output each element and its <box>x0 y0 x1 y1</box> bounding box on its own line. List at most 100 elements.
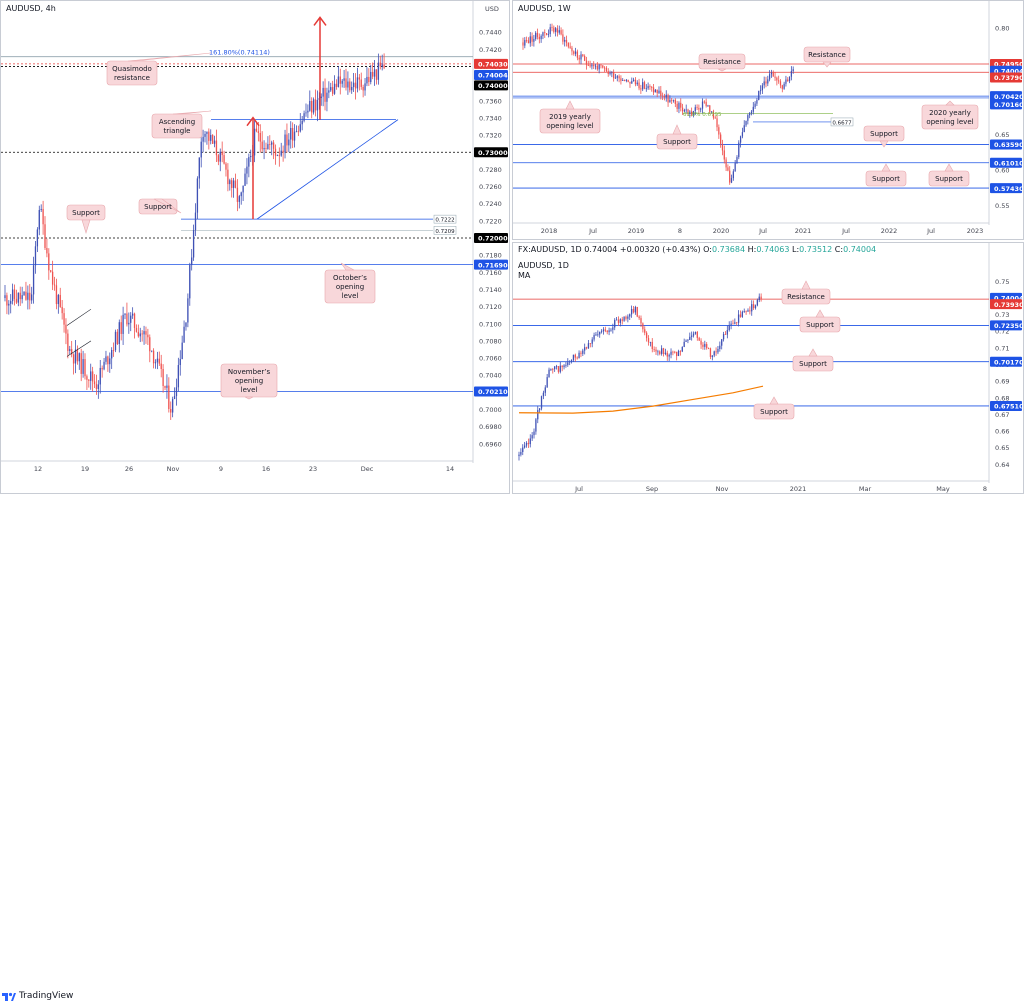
candle-body <box>562 34 564 42</box>
candle-body <box>659 351 661 354</box>
candle-body <box>152 350 155 364</box>
candle-body <box>312 99 315 113</box>
candle-body <box>518 454 520 457</box>
candle-body <box>760 296 762 300</box>
callout-text: Resistance <box>808 51 846 59</box>
candle-body <box>311 100 313 113</box>
candle-body <box>754 103 756 107</box>
candle-body <box>126 313 128 325</box>
candle-body <box>137 331 140 337</box>
x-tick-label: Nov <box>716 485 729 493</box>
candle-body <box>722 334 725 340</box>
price-tag <box>474 386 508 397</box>
candle-body <box>603 67 606 69</box>
fib-note: 61.8% 0.6795 <box>683 112 722 118</box>
x-tick-label: 2022 <box>881 227 898 235</box>
chart-1d[interactable]: FX:AUDUSD, 1D 0.74004 +0.00320 (+0.43%) … <box>512 242 1024 494</box>
candle-body <box>669 99 671 103</box>
chart-1d-ma-label: MA <box>518 271 531 280</box>
candle-body <box>21 295 23 300</box>
candle-body <box>608 330 610 333</box>
chart-4h[interactable]: AUDUSD, 4h 0.74400.74200.74000.73800.736… <box>0 0 510 494</box>
candle-body <box>785 79 787 84</box>
candle-body <box>286 134 288 146</box>
candle-body <box>78 353 80 362</box>
candle-body <box>565 39 568 43</box>
candle-body <box>202 136 204 142</box>
candle-body <box>257 131 260 134</box>
candle-body <box>652 87 655 93</box>
candle-body <box>72 354 75 364</box>
price-tag <box>990 157 1022 168</box>
candle-body <box>584 56 586 61</box>
chart-1d-canvas[interactable]: 0.750.740.730.720.710.700.690.680.670.66… <box>513 243 1023 493</box>
candle-body <box>593 335 595 340</box>
tradingview-logo[interactable]: TradingView <box>2 991 73 1001</box>
y-tick-label: 0.7160 <box>479 269 502 277</box>
candle-body <box>645 332 648 339</box>
callout-text: 2019 yearly <box>549 113 591 121</box>
candle-body <box>179 359 181 366</box>
callout: Resistance <box>698 53 746 72</box>
candle-body <box>158 358 160 364</box>
price-tag <box>990 91 1022 102</box>
candle-body <box>741 132 744 137</box>
callout-pointer <box>127 52 212 62</box>
callout: Support <box>863 125 905 148</box>
candle-body <box>629 81 631 84</box>
candle-body <box>687 339 689 341</box>
candle-body <box>738 142 740 158</box>
callout-text: Support <box>663 138 691 146</box>
chart-1w-canvas[interactable]: 0.800.750.700.650.600.552018Jul201982020… <box>513 1 1023 239</box>
candle-body <box>776 77 778 81</box>
candle-body <box>698 337 700 341</box>
candle-body <box>112 350 115 351</box>
candle-body <box>544 32 546 34</box>
candle-body <box>678 102 680 109</box>
y-tick-label: 0.72 <box>995 328 1009 336</box>
candle-body <box>700 340 702 345</box>
candle-body <box>31 294 33 301</box>
callout: Support <box>66 204 106 235</box>
candle-body <box>88 379 90 381</box>
candle-body <box>556 28 559 33</box>
callout-pointer <box>945 100 955 106</box>
ohlc-symbol: FX:AUDUSD, 1D <box>518 245 582 254</box>
candle-body <box>555 366 558 367</box>
price-tag-value: 0.67510 <box>994 403 1023 411</box>
candle-body <box>739 136 742 143</box>
chart-4h-canvas[interactable]: 0.74400.74200.74000.73800.73600.73400.73… <box>1 1 509 493</box>
candle-body <box>371 71 374 77</box>
candle-body <box>593 64 595 66</box>
candle-body <box>59 294 61 307</box>
candle-body <box>591 339 593 344</box>
candle-body <box>4 295 6 299</box>
callout-text: opening level <box>926 118 973 126</box>
candle-body <box>547 34 550 35</box>
candle-body <box>160 363 162 369</box>
candle-body <box>544 387 546 393</box>
candle-body <box>681 346 683 352</box>
callout-pointer <box>815 309 825 318</box>
x-tick-label: 8 <box>983 485 987 493</box>
candle-body <box>364 83 366 91</box>
candle-body <box>61 306 63 314</box>
candle-body <box>736 322 738 324</box>
candle-body <box>670 351 672 355</box>
candle-body <box>111 350 113 359</box>
candle-body <box>554 366 556 370</box>
candle-body <box>295 131 298 133</box>
candle-body <box>672 351 674 353</box>
chart-1w[interactable]: AUDUSD, 1W 0.800.750.700.650.600.552018J… <box>512 0 1024 240</box>
candle-body <box>676 351 678 356</box>
candle-body <box>95 384 98 389</box>
candle-body <box>572 354 575 360</box>
candle-body <box>671 99 673 101</box>
x-tick-label: May <box>936 485 950 493</box>
y-tick-label: 0.71 <box>995 344 1009 352</box>
y-tick-label: 0.7080 <box>479 337 502 345</box>
candle-body <box>356 77 359 89</box>
candle-body <box>694 332 697 334</box>
candle-body <box>580 352 582 354</box>
